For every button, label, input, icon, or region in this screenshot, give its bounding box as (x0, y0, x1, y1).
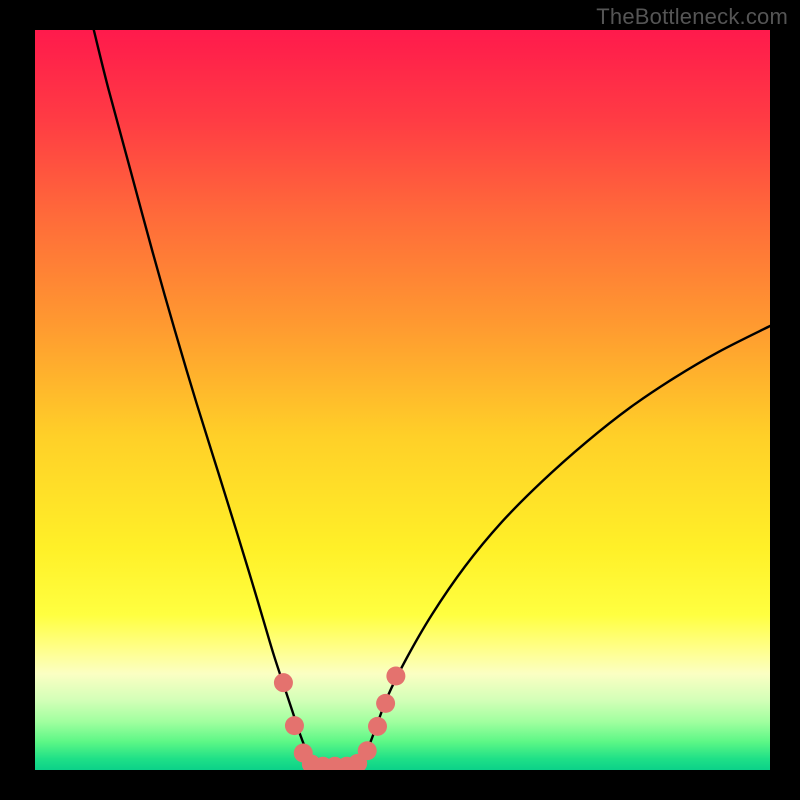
watermark-text: TheBottleneck.com (596, 4, 788, 30)
marker-dot (368, 717, 387, 736)
marker-dot (376, 694, 395, 713)
marker-dot (386, 667, 405, 686)
plot-area (35, 30, 770, 770)
marker-dot (274, 673, 293, 692)
chart-frame: TheBottleneck.com (0, 0, 800, 800)
gradient-background (35, 30, 770, 770)
marker-dot (285, 716, 304, 735)
marker-dot (358, 741, 377, 760)
